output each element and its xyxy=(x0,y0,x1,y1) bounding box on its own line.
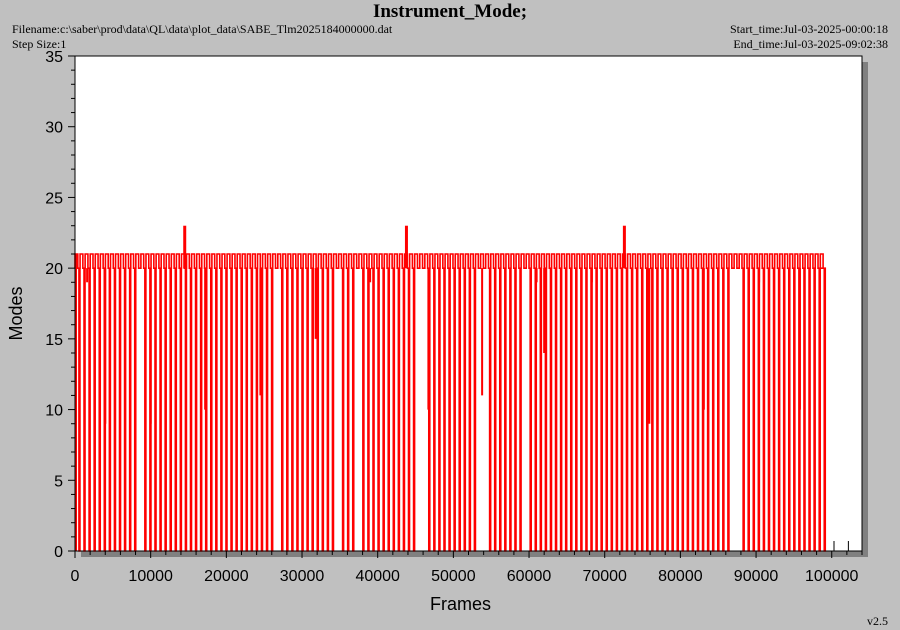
y-tick-label-2: 10 xyxy=(45,403,63,420)
x-tick-label-10: 100000 xyxy=(805,568,858,585)
x-tick-label-2: 20000 xyxy=(204,568,249,585)
axis-layer: 0 5 10 15 20 25 30 35 0 10000 20000 30000 40000 50000… xyxy=(45,49,863,585)
y-tick-label-6: 30 xyxy=(45,120,63,137)
spike-mark-1 xyxy=(404,225,408,269)
y-tick-label-4: 20 xyxy=(45,261,63,278)
y-tick-label-5: 25 xyxy=(45,190,63,207)
x-tick-label-7: 70000 xyxy=(582,568,627,585)
spike-mark-0 xyxy=(183,225,187,269)
spike-mark-2 xyxy=(622,225,626,269)
x-tick-label-4: 40000 xyxy=(355,568,400,585)
chart-title: Instrument_Mode; xyxy=(372,1,528,22)
x-axis-title: Frames xyxy=(430,594,491,614)
end-time-label: End_time:Jul-03-2025-09:02:38 xyxy=(733,37,888,51)
x-tick-label-1: 10000 xyxy=(128,568,173,585)
x-tick-label-5: 50000 xyxy=(431,568,476,585)
y-tick-label-3: 15 xyxy=(45,332,63,349)
x-tick-label-8: 80000 xyxy=(658,568,703,585)
y-tick-label-0: 0 xyxy=(54,544,63,561)
x-tick-label-9: 90000 xyxy=(734,568,779,585)
version-label: v2.5 xyxy=(867,614,888,628)
x-tick-label-6: 60000 xyxy=(507,568,552,585)
y-tick-label-1: 5 xyxy=(54,473,63,490)
x-tick-label-3: 30000 xyxy=(280,568,325,585)
x-tick-label-0: 0 xyxy=(71,568,80,585)
series-layer xyxy=(74,225,849,552)
step-size-label: Step Size:1 xyxy=(12,37,67,51)
y-tick-label-7: 35 xyxy=(45,49,63,66)
mode-series-line xyxy=(74,253,827,552)
start-time-label: Start_time:Jul-03-2025-00:00:18 xyxy=(730,22,888,36)
y-axis-title: Modes xyxy=(6,286,26,340)
filename-label: Filename:c:\saber\prod\data\QL\data\plot… xyxy=(12,22,393,36)
